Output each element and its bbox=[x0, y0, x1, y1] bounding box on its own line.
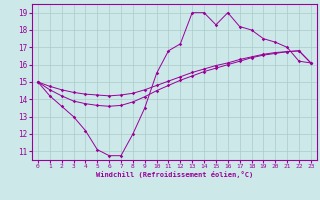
X-axis label: Windchill (Refroidissement éolien,°C): Windchill (Refroidissement éolien,°C) bbox=[96, 171, 253, 178]
